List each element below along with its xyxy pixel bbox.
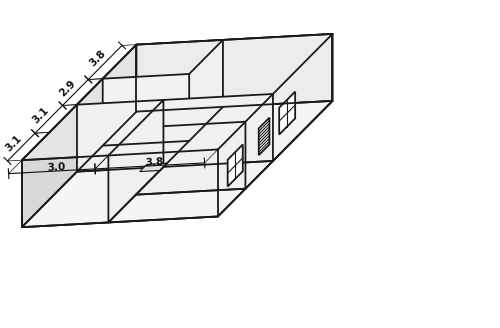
Polygon shape bbox=[228, 145, 243, 187]
Text: 3.1: 3.1 bbox=[4, 133, 24, 153]
Polygon shape bbox=[258, 118, 270, 155]
Polygon shape bbox=[22, 101, 332, 227]
Polygon shape bbox=[136, 34, 332, 112]
Text: 2.9: 2.9 bbox=[58, 78, 78, 99]
Text: 3.8: 3.8 bbox=[145, 156, 164, 168]
Polygon shape bbox=[77, 94, 273, 172]
Polygon shape bbox=[102, 74, 189, 146]
Polygon shape bbox=[136, 122, 246, 195]
Polygon shape bbox=[22, 45, 136, 227]
Polygon shape bbox=[22, 150, 218, 227]
Polygon shape bbox=[279, 92, 295, 134]
Polygon shape bbox=[22, 34, 332, 160]
Text: 3.1: 3.1 bbox=[31, 105, 51, 126]
Polygon shape bbox=[218, 34, 332, 216]
Polygon shape bbox=[140, 163, 167, 172]
Polygon shape bbox=[108, 100, 164, 222]
Text: 3.0: 3.0 bbox=[47, 162, 66, 173]
Polygon shape bbox=[164, 40, 223, 167]
Text: 3.8: 3.8 bbox=[88, 49, 108, 69]
